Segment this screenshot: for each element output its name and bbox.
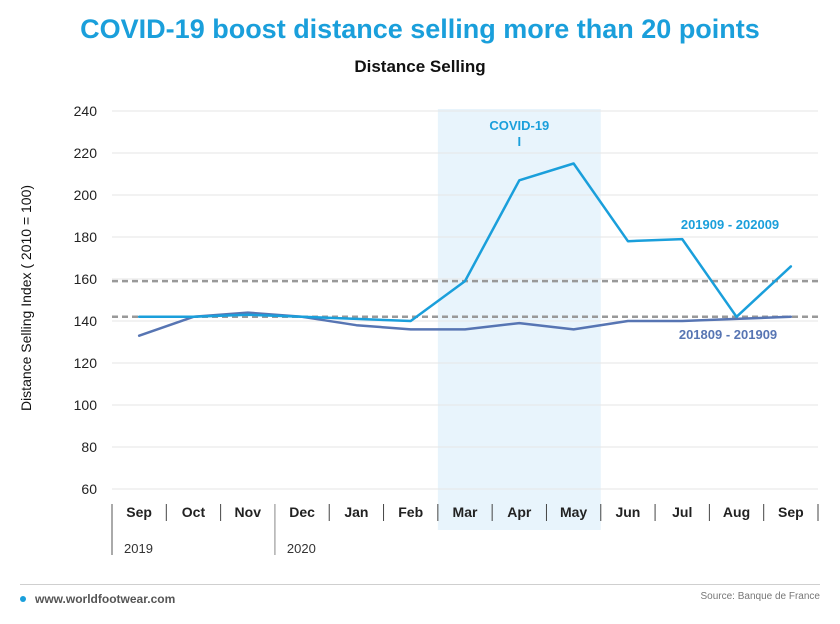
x-tick-label: Jun (615, 504, 640, 520)
x-tick-label: Feb (398, 504, 423, 520)
x-tick-label: Oct (182, 504, 206, 520)
y-tick-label: 120 (74, 355, 98, 371)
footer-website[interactable]: www.worldfootwear.com (20, 592, 175, 606)
website-link[interactable]: www.worldfootwear.com (35, 592, 176, 606)
covid-annotation-label: COVID-19 (489, 118, 549, 133)
series-line-201909-202009 (137, 162, 793, 323)
y-tick-label: 140 (74, 313, 98, 329)
y-tick-label: 180 (74, 229, 98, 245)
x-tick-label: Aug (723, 504, 750, 520)
x-tick-label: Dec (289, 504, 315, 520)
chart-headline: COVID-19 boost distance selling more tha… (80, 14, 760, 44)
footer-divider (20, 584, 820, 585)
y-tick-label: 160 (74, 271, 98, 287)
x-tick-label: Mar (453, 504, 478, 520)
footer-source: Source: Banque de France (700, 591, 820, 602)
x-tick-label: May (560, 504, 587, 520)
series-layer (137, 162, 793, 337)
line-chart: 60 80 100 120 140 160 180 200 220 240 Distance Sel… (18, 103, 819, 556)
covid-highlight-band (437, 109, 601, 530)
bullet-icon (20, 596, 26, 602)
series-label-201809-201909: 201809 - 201909 (679, 327, 777, 342)
x-tick-label: Nov (235, 504, 262, 520)
y-tick-label: 220 (74, 145, 98, 161)
x-tick-label: Sep (126, 504, 152, 520)
year-label: 2020 (287, 541, 316, 556)
axis-layer: 60 80 100 120 140 160 180 200 220 240 Distance Sel… (18, 103, 819, 556)
x-tick-label: Apr (507, 504, 532, 520)
x-tick-label: Jan (344, 504, 368, 520)
y-tick-label: 240 (74, 103, 98, 119)
year-label: 2019 (124, 541, 153, 556)
series-line-201809-201909 (137, 311, 793, 337)
labels-layer: 201909 - 202009 201809 - 201909 COVID-19I (489, 118, 779, 342)
y-tick-label: 80 (81, 439, 97, 455)
x-tick-label: Sep (778, 504, 804, 520)
series-label-201909-202009: 201909 - 202009 (681, 217, 779, 232)
chart-subtitle: Distance Selling (354, 57, 486, 76)
y-tick-label: 60 (81, 481, 97, 497)
x-tick-label: Jul (672, 504, 692, 520)
y-tick-label: 100 (74, 397, 98, 413)
covid-annotation-marker: I (517, 134, 521, 149)
y-tick-label: 200 (74, 187, 98, 203)
y-axis-title: Distance Selling Index ( 2010 = 100) (18, 185, 34, 411)
covid-band-layer (437, 109, 601, 530)
